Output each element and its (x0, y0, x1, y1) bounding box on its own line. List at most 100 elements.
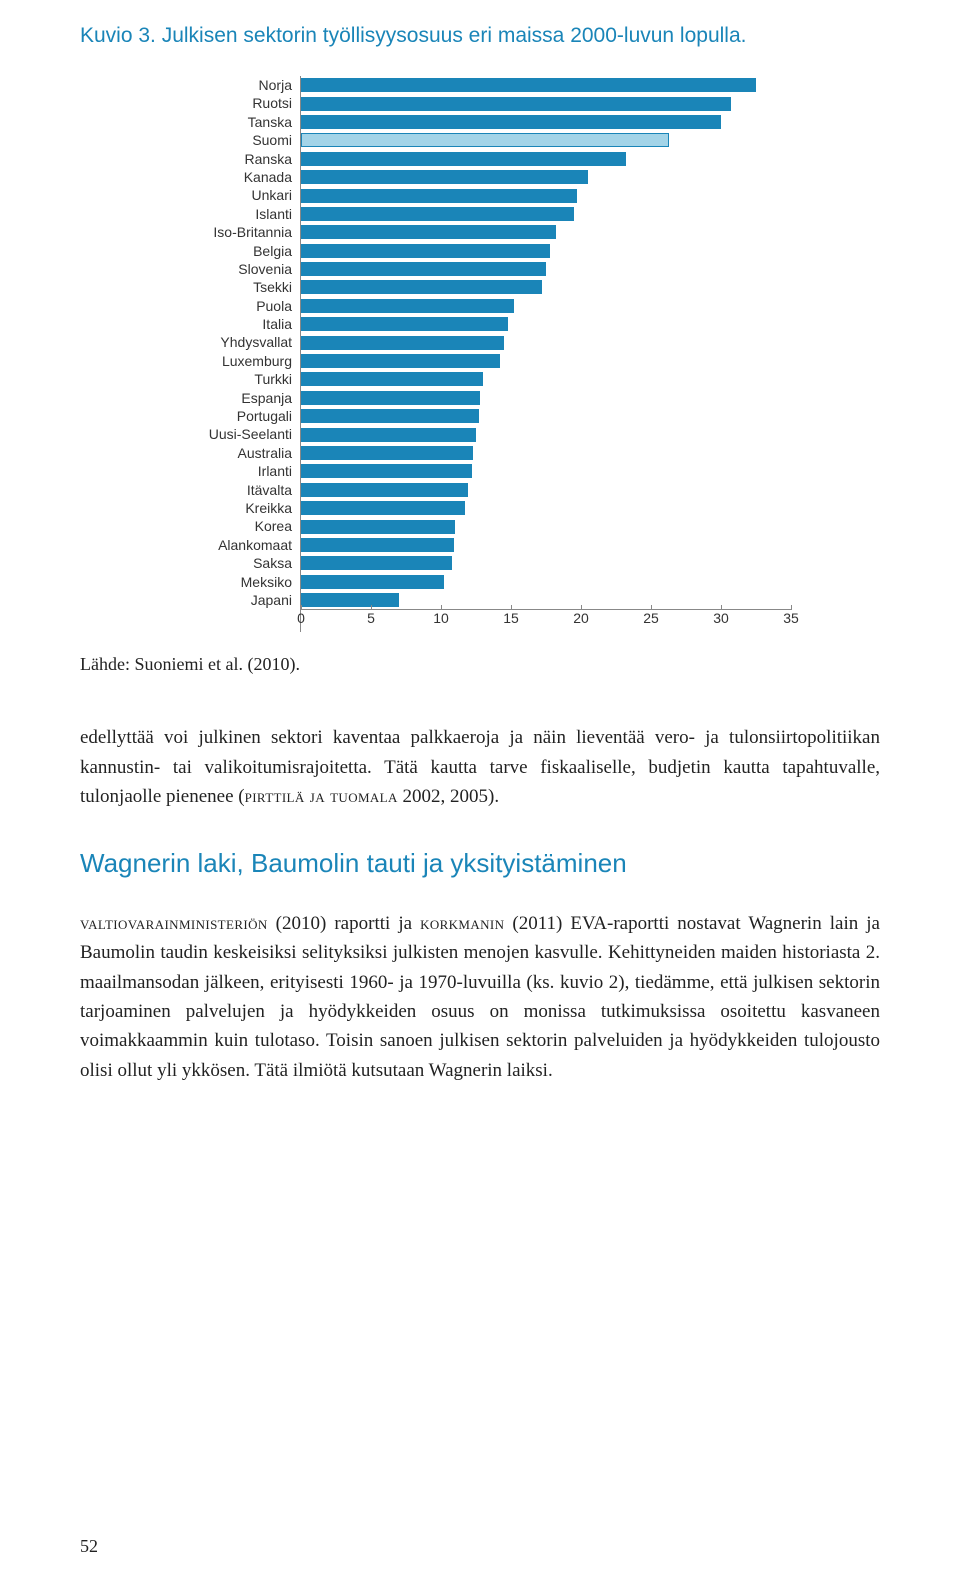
para2-text-2: (2011) EVA-raportti nostavat Wagnerin la… (80, 913, 880, 1081)
chart-bar (301, 244, 550, 258)
para2-text-1: (2010) raportti ja (268, 913, 420, 934)
chart-bar (301, 299, 514, 313)
chart-bar (301, 97, 731, 111)
chart-bar-row (301, 150, 790, 168)
body-paragraph-1: edellyttää voi julkinen sektori kaventaa… (80, 723, 880, 811)
page-number: 52 (80, 1536, 98, 1557)
chart-category-label: Ranska (180, 150, 292, 168)
chart-bar (301, 152, 626, 166)
para2-smallcaps-1: valtiovarainministeriön (80, 913, 268, 934)
chart-title: Kuvio 3. Julkisen sektorin työllisyysosu… (80, 24, 880, 48)
chart-bar-row (301, 205, 790, 223)
x-axis-tick-label: 25 (643, 610, 659, 626)
chart-bar-row (301, 315, 790, 333)
x-axis-tick-label: 5 (367, 610, 375, 626)
chart-bar (301, 520, 455, 534)
chart-bar (301, 391, 480, 405)
chart-category-label: Luxemburg (180, 352, 292, 370)
chart-category-label: Iso-Britannia (180, 223, 292, 241)
chart-bar-row (301, 168, 790, 186)
chart-category-label: Alankomaat (180, 536, 292, 554)
chart-category-label: Espanja (180, 389, 292, 407)
chart-category-label: Islanti (180, 205, 292, 223)
chart-category-label: Tsekki (180, 278, 292, 296)
chart-category-label: Turkki (180, 370, 292, 388)
chart-bar (301, 575, 444, 589)
chart-bar-row (301, 407, 790, 425)
chart-bar-row (301, 242, 790, 260)
chart-category-label: Puola (180, 297, 292, 315)
chart-bar (301, 280, 542, 294)
chart-bar (301, 170, 588, 184)
chart-bar-row (301, 425, 790, 443)
chart-plot-area: 05101520253035 (300, 76, 790, 632)
chart-bar-row (301, 591, 790, 609)
section-heading: Wagnerin laki, Baumolin tauti ja yksityi… (80, 848, 880, 879)
chart-category-label: Australia (180, 444, 292, 462)
chart-bar (301, 446, 473, 460)
x-axis-tick-label: 35 (783, 610, 799, 626)
para1-text-after: 2002, 2005). (398, 786, 499, 807)
chart-category-label: Yhdysvallat (180, 333, 292, 351)
chart-category-label: Irlanti (180, 462, 292, 480)
chart-category-label: Slovenia (180, 260, 292, 278)
chart-category-label: Tanska (180, 113, 292, 131)
chart-bar-row (301, 113, 790, 131)
chart-category-label: Meksiko (180, 573, 292, 591)
chart-bar (301, 372, 483, 386)
chart-bar (301, 78, 756, 92)
chart-bar (301, 262, 546, 276)
chart-bar-row (301, 131, 790, 149)
chart-bar-row (301, 94, 790, 112)
chart-bar (301, 317, 508, 331)
x-axis-tick-label: 15 (503, 610, 519, 626)
chart-bar-row (301, 223, 790, 241)
chart-bar (301, 336, 504, 350)
chart-bar-row (301, 352, 790, 370)
chart-bar (301, 189, 577, 203)
chart-bar (301, 501, 465, 515)
chart-category-label: Kreikka (180, 499, 292, 517)
x-axis-tick-label: 20 (573, 610, 589, 626)
chart-bar (301, 428, 476, 442)
chart-bar-row (301, 481, 790, 499)
chart-category-label: Portugali (180, 407, 292, 425)
chart-bar-row (301, 297, 790, 315)
chart-category-label: Saksa (180, 554, 292, 572)
chart-bar-row (301, 536, 790, 554)
chart-category-label: Belgia (180, 242, 292, 260)
chart-bar-row (301, 573, 790, 591)
bar-chart: NorjaRuotsiTanskaSuomiRanskaKanadaUnkari… (180, 76, 880, 632)
chart-bar-row (301, 554, 790, 572)
chart-category-label: Ruotsi (180, 94, 292, 112)
chart-category-label: Itävalta (180, 481, 292, 499)
chart-category-label: Italia (180, 315, 292, 333)
para1-smallcaps: pirttilä ja tuomala (245, 786, 398, 807)
chart-bar (301, 115, 721, 129)
chart-bar-row (301, 278, 790, 296)
chart-bar (301, 354, 500, 368)
x-axis-tick-label: 10 (433, 610, 449, 626)
chart-source: Lähde: Suoniemi et al. (2010). (80, 654, 880, 675)
chart-category-label: Kanada (180, 168, 292, 186)
chart-category-label: Unkari (180, 186, 292, 204)
chart-bar-row (301, 186, 790, 204)
x-axis-ticks: 05101520253035 (301, 610, 791, 632)
chart-bar (301, 593, 399, 607)
chart-category-labels: NorjaRuotsiTanskaSuomiRanskaKanadaUnkari… (180, 76, 300, 632)
chart-bar-row (301, 389, 790, 407)
chart-bar-row (301, 499, 790, 517)
chart-bar-row (301, 444, 790, 462)
chart-bar-row (301, 462, 790, 480)
chart-bar (301, 225, 556, 239)
chart-bar-row (301, 260, 790, 278)
chart-bar (301, 207, 574, 221)
chart-bar (301, 483, 468, 497)
para2-smallcaps-2: korkmanin (420, 913, 504, 934)
chart-category-label: Suomi (180, 131, 292, 149)
chart-bar (301, 464, 472, 478)
chart-bar-row (301, 370, 790, 388)
chart-bar-row (301, 333, 790, 351)
chart-category-label: Uusi-Seelanti (180, 425, 292, 443)
chart-category-label: Norja (180, 76, 292, 94)
